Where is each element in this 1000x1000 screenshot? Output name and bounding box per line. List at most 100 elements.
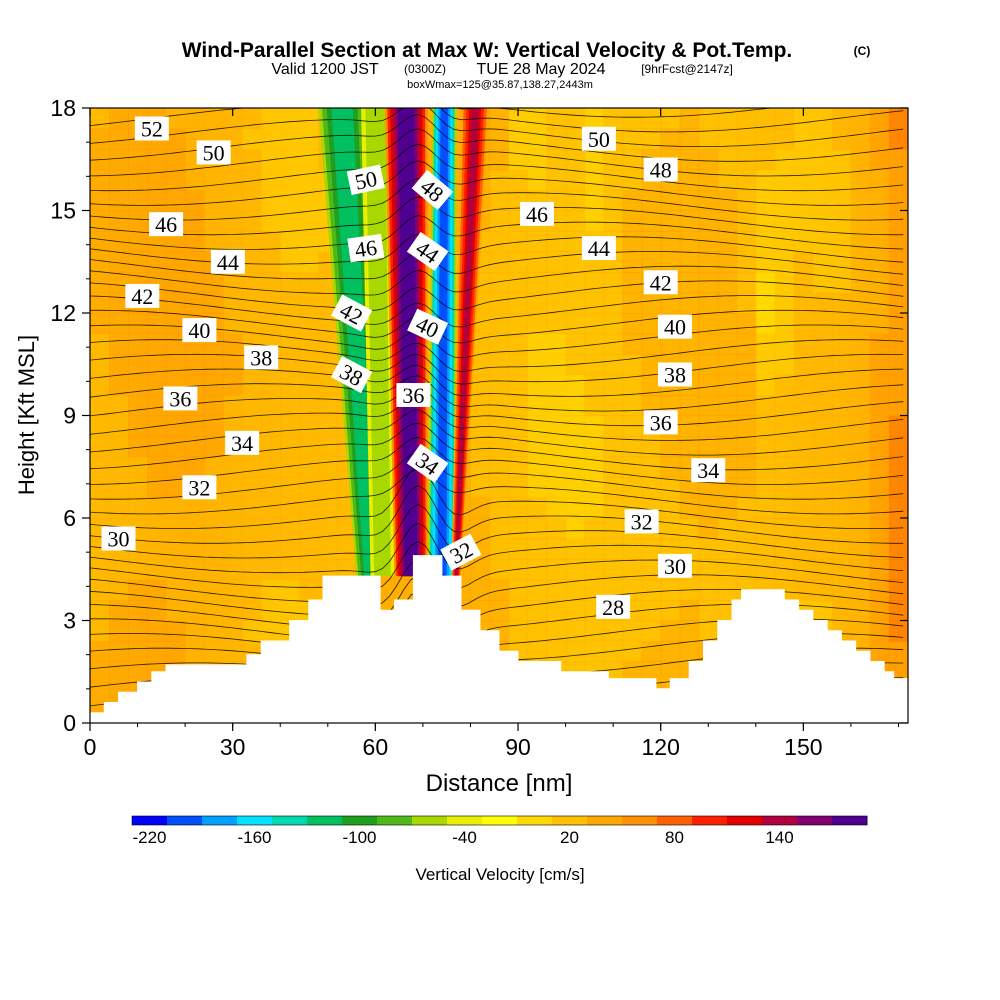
- y-tick-label: 3: [63, 608, 76, 634]
- colorbar-swatch: [832, 816, 868, 825]
- field-cell: [793, 477, 814, 499]
- field-cell: [850, 456, 871, 478]
- isentrope-line: [90, 280, 904, 311]
- field-cell: [280, 415, 300, 437]
- field-cell: [90, 415, 110, 437]
- field-cell: [831, 436, 852, 458]
- field-cell: [508, 128, 529, 150]
- field-cell: [869, 579, 890, 601]
- field-cell: [660, 333, 681, 355]
- field-cell: [128, 354, 148, 376]
- field-cell: [128, 661, 148, 683]
- field-cell: [489, 477, 510, 499]
- field-cell: [489, 292, 510, 314]
- field-cell: [565, 600, 586, 622]
- field-cell: [489, 128, 510, 150]
- field-cell: [660, 292, 681, 314]
- contour-label: 30: [657, 553, 692, 579]
- field-cell: [793, 272, 814, 294]
- field-cell: [793, 395, 814, 417]
- field-cell: [831, 477, 852, 499]
- field-cell: [185, 497, 205, 519]
- field-cell: [850, 149, 871, 171]
- field-cell: [204, 579, 224, 601]
- field-cell: [603, 497, 624, 519]
- subtitle-valid: Valid 1200 JST: [271, 61, 379, 78]
- field-cell: [831, 108, 852, 130]
- isentrope-line: [90, 485, 904, 544]
- field-cell: [717, 190, 738, 212]
- field-cell: [850, 108, 871, 130]
- colorbar-swatch: [447, 816, 483, 825]
- field-cell: [793, 210, 814, 232]
- field-cell: [812, 149, 833, 171]
- field-cell: [831, 497, 852, 519]
- x-axis-label: Distance [nm]: [426, 770, 573, 797]
- field-cell: [147, 190, 167, 212]
- contour-label: 50: [346, 164, 385, 196]
- field-cell: [147, 620, 167, 642]
- contour-label-box: [691, 458, 726, 483]
- field-cell: [584, 620, 605, 642]
- field-cell: [641, 231, 662, 253]
- terrain: [90, 555, 908, 723]
- field-cell: [546, 333, 567, 355]
- field-cell: [166, 108, 186, 130]
- field-cell: [546, 374, 567, 396]
- colorbar-swatch: [272, 816, 308, 825]
- field-cell: [546, 169, 567, 191]
- field-cell: [831, 600, 852, 622]
- isentrope-line: [90, 309, 904, 344]
- field-cell: [869, 169, 890, 191]
- field-cell: [527, 272, 548, 294]
- x-tick-label: 0: [84, 734, 97, 760]
- field-cell: [546, 149, 567, 171]
- field-cell: [204, 436, 224, 458]
- field-cell: [755, 415, 776, 437]
- field-cell: [660, 128, 681, 150]
- field-cell: [280, 333, 300, 355]
- field-cell: [869, 313, 890, 335]
- field-cell: [242, 128, 262, 150]
- field-cell: [888, 292, 908, 314]
- contour-label-box: [624, 509, 659, 534]
- contour-label-text: 44: [217, 250, 239, 275]
- field-cell: [128, 395, 148, 417]
- field-cell: [641, 436, 662, 458]
- field-cell: [489, 210, 510, 232]
- field-cell: [242, 559, 262, 581]
- field-cell: [793, 354, 814, 376]
- contour-label-box: [406, 231, 449, 272]
- x-tick-label: 30: [220, 734, 246, 760]
- contour-label-box: [347, 233, 385, 263]
- colorbar-swatch: [517, 816, 553, 825]
- field-cell: [527, 231, 548, 253]
- field-cell: [565, 210, 586, 232]
- field-cell: [888, 436, 908, 458]
- field-cell: [223, 559, 243, 581]
- field-cell: [584, 374, 605, 396]
- field-cell: [527, 313, 548, 335]
- field-cell: [280, 477, 300, 499]
- field-cell: [280, 497, 300, 519]
- field-cell: [869, 231, 890, 253]
- field-cell: [508, 272, 529, 294]
- contour-label-text: 46: [155, 212, 177, 237]
- y-tick-label: 6: [63, 505, 76, 531]
- field-cell: [109, 210, 129, 232]
- field-cell: [166, 292, 186, 314]
- field-cell: [90, 251, 110, 273]
- field-cell: [736, 354, 757, 376]
- field-cell: [850, 415, 871, 437]
- field-cell: [546, 518, 567, 540]
- field-cell: [831, 374, 852, 396]
- field-cell: [185, 436, 205, 458]
- field-cell: [90, 641, 110, 663]
- field-cell: [128, 374, 148, 396]
- contour-label-text: 46: [353, 235, 378, 263]
- field-cell: [888, 149, 908, 171]
- field-cell: [508, 579, 529, 601]
- field-cell: [508, 374, 529, 396]
- contour-label: 42: [330, 294, 373, 332]
- field-cell: [793, 538, 814, 560]
